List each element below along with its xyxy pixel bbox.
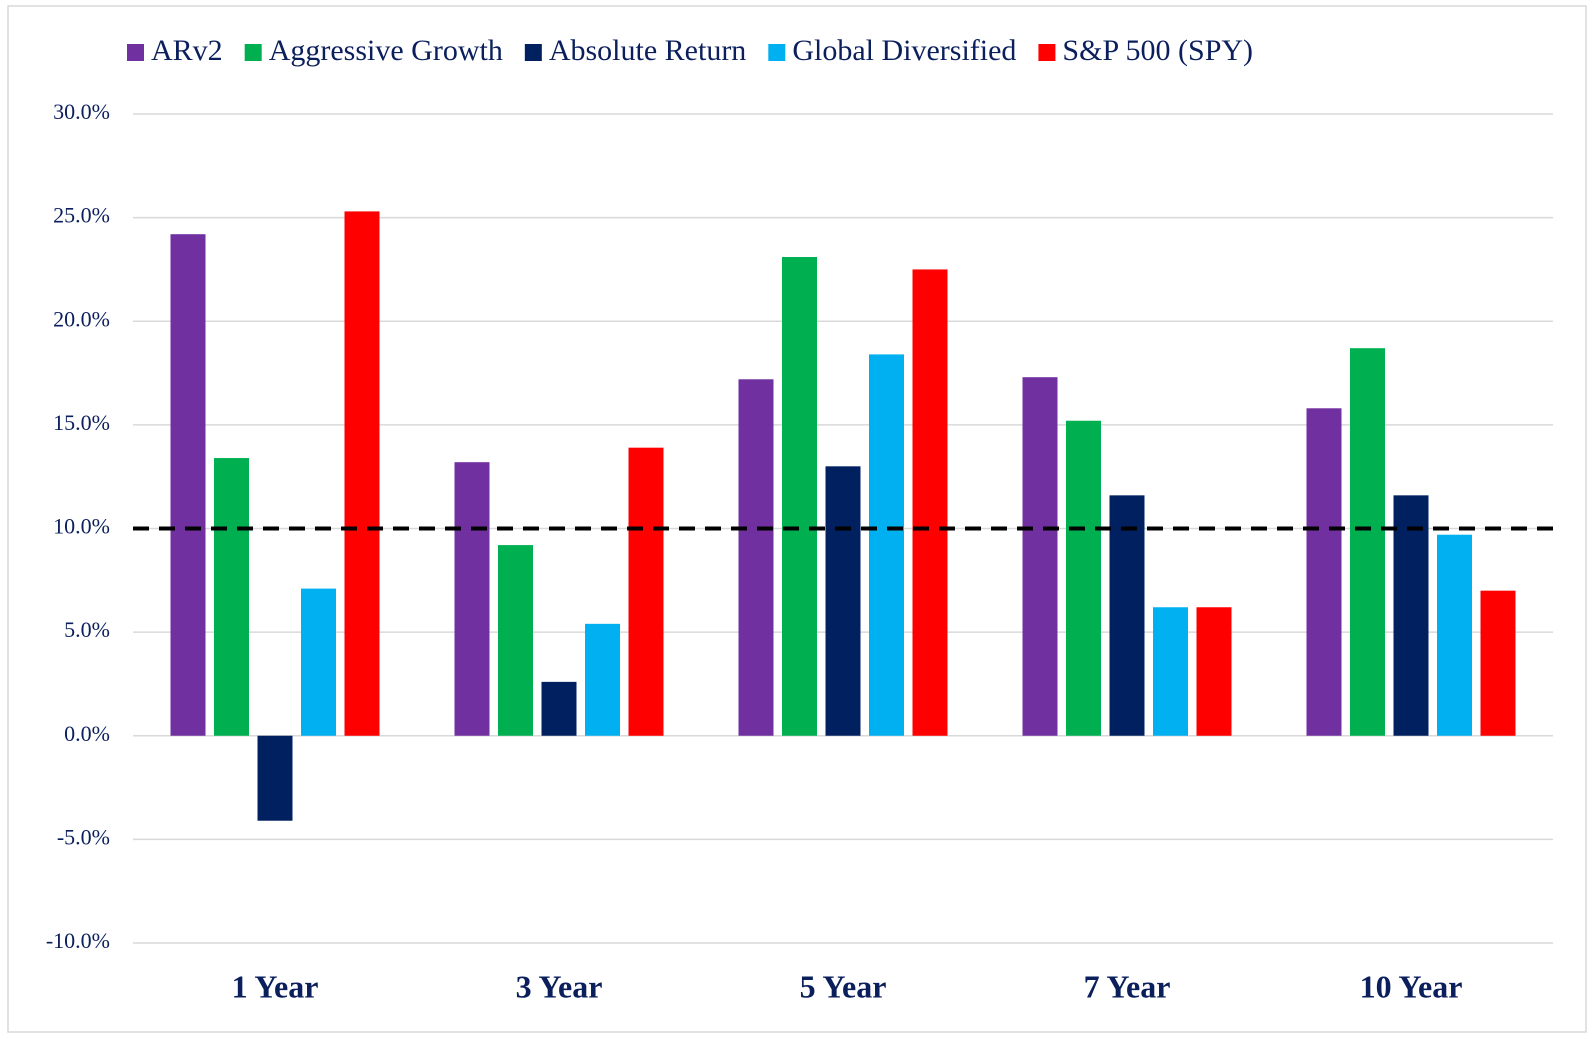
legend-swatch — [1038, 44, 1056, 61]
legend-label: S&P 500 (SPY) — [1062, 34, 1253, 67]
y-tick-label: 20.0% — [53, 306, 110, 331]
bar — [1480, 590, 1516, 736]
bar — [1393, 495, 1429, 736]
legend-label: ARv2 — [151, 34, 223, 67]
bar — [825, 466, 861, 736]
bar — [869, 354, 904, 736]
bar — [454, 462, 490, 736]
legend-label: Aggressive Growth — [269, 34, 503, 67]
y-tick-label: 10.0% — [53, 514, 110, 539]
bar — [628, 447, 664, 736]
x-tick-label: 3 Year — [516, 968, 603, 1004]
chart-frame — [7, 5, 1587, 1033]
bar — [1306, 408, 1342, 736]
x-tick-label: 7 Year — [1084, 968, 1171, 1004]
y-tick-label: 30.0% — [53, 99, 110, 124]
legend-swatch — [127, 44, 144, 61]
bar — [257, 735, 293, 821]
y-tick-label: 15.0% — [53, 410, 110, 435]
bar — [170, 234, 206, 736]
x-tick-label: 1 Year — [232, 968, 319, 1004]
bar — [1066, 420, 1101, 736]
bar — [738, 379, 774, 736]
y-tick-label: 0.0% — [64, 721, 110, 746]
legend-swatch — [768, 44, 786, 61]
bar — [912, 269, 948, 736]
bar — [541, 681, 577, 736]
bar — [214, 458, 249, 736]
bar — [1022, 377, 1058, 736]
y-tick-label: -10.0% — [46, 928, 110, 953]
y-tick-label: -5.0% — [57, 824, 110, 849]
x-tick-label: 5 Year — [800, 968, 887, 1004]
legend-label: Absolute Return — [549, 34, 746, 67]
bar — [1350, 348, 1385, 736]
x-tick-label: 10 Year — [1360, 968, 1463, 1004]
bar — [1437, 534, 1472, 736]
bar — [344, 211, 380, 736]
y-tick-label: 25.0% — [53, 203, 110, 228]
legend-swatch — [244, 44, 262, 61]
bar — [585, 623, 620, 736]
legend-label: Global Diversified — [792, 34, 1016, 67]
legend-swatch — [524, 44, 542, 61]
bar — [1109, 495, 1145, 736]
bar — [782, 257, 817, 736]
bar — [498, 545, 533, 736]
y-tick-label: 5.0% — [64, 617, 110, 642]
bar — [1196, 607, 1232, 736]
bar — [1153, 607, 1188, 736]
bar — [301, 588, 336, 736]
